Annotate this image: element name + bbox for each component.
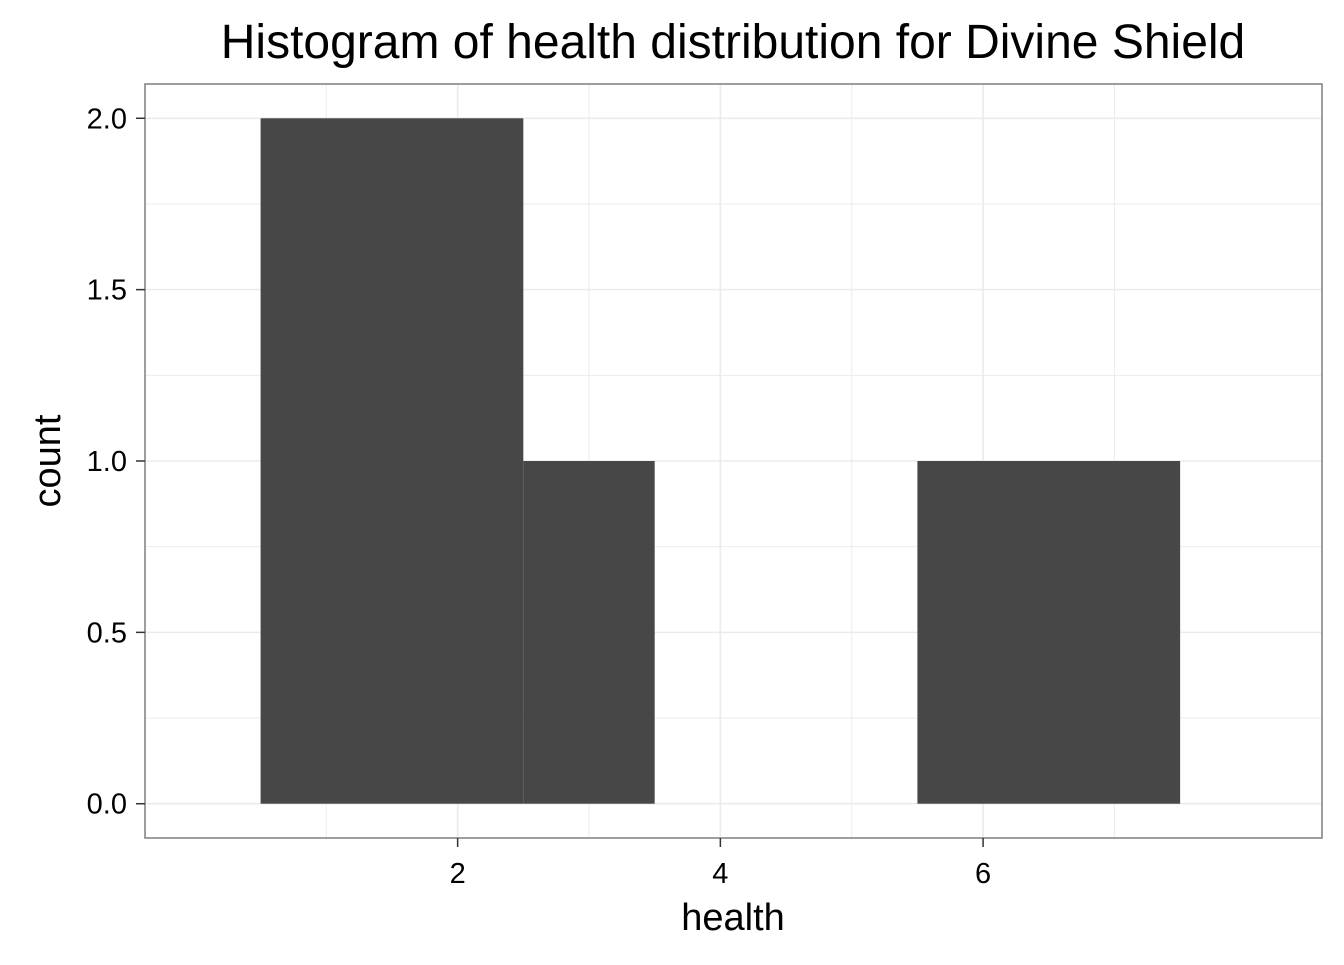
y-axis: 0.0 0.5 1.0 1.5 2.0 [87,103,145,821]
x-tick-label: 2 [450,858,466,890]
histogram-bar [523,461,655,804]
histogram-bars [260,118,1181,804]
x-axis: 2 4 6 [450,838,991,890]
x-axis-title: health [681,897,785,939]
y-tick-label: 0.0 [87,789,127,821]
plot-panel [144,83,1323,839]
histogram-bar [917,461,1181,804]
x-tick-label: 6 [975,858,991,890]
y-axis-title: count [27,414,69,507]
y-tick-label: 1.5 [87,275,127,307]
y-tick-label: 1.0 [87,446,127,478]
y-tick-label: 2.0 [87,103,127,135]
chart-title: Histogram of health distribution for Div… [221,16,1246,69]
x-tick-label: 4 [712,858,728,890]
y-tick-label: 0.5 [87,617,127,649]
histogram-bar [260,118,524,804]
